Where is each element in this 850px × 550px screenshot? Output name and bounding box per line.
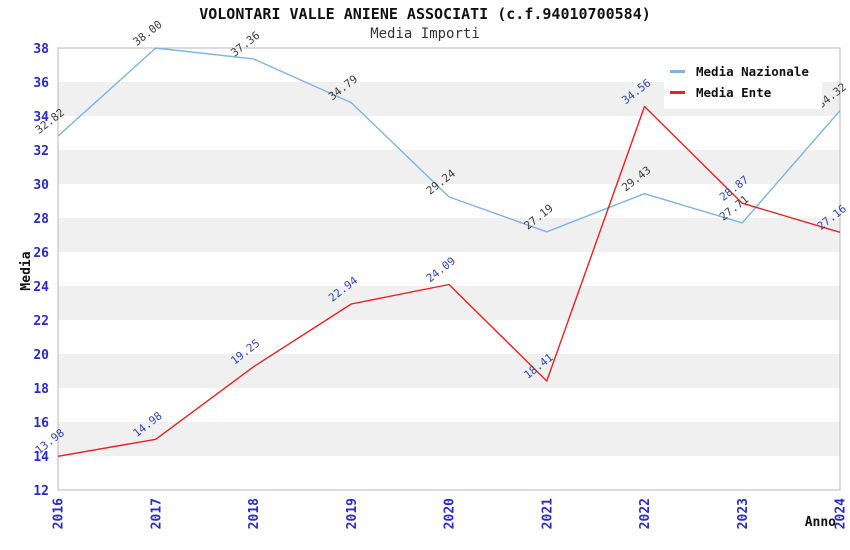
point-label: 37.36	[228, 29, 262, 60]
y-tick-label: 34	[33, 110, 49, 125]
legend-label: Media Ente	[696, 85, 772, 100]
x-axis-title: Anno	[805, 515, 836, 530]
chart-subtitle: Media Importi	[370, 26, 480, 42]
grid-band	[58, 422, 840, 456]
chart-title: VOLONTARI VALLE ANIENE ASSOCIATI (c.f.94…	[199, 5, 651, 23]
grid-band	[58, 218, 840, 252]
series-line-media-nazionale	[57, 47, 841, 233]
grid-band	[58, 286, 840, 320]
point-label: 38.00	[131, 18, 165, 49]
y-tick-label: 16	[33, 416, 49, 431]
y-tick-label: 36	[33, 76, 49, 91]
series-line-media-ente	[57, 105, 841, 457]
y-tick-label: 12	[33, 484, 49, 499]
y-tick-label: 30	[33, 178, 49, 193]
y-tick-label: 26	[33, 246, 49, 261]
x-tick-label: 2023	[736, 498, 751, 529]
grid-band	[58, 150, 840, 184]
x-tick-label: 2024	[834, 498, 849, 529]
x-tick-label: 2017	[149, 498, 164, 529]
grid-band	[58, 354, 840, 388]
y-tick-label: 14	[33, 450, 49, 465]
point-label: 24.09	[424, 254, 458, 285]
x-tick-label: 2019	[345, 498, 360, 529]
y-tick-label: 32	[33, 144, 49, 159]
x-tick-label: 2020	[443, 498, 458, 529]
legend-swatch-red-line-icon	[670, 91, 685, 94]
x-tick-label: 2021	[540, 498, 555, 529]
x-tick-label: 2022	[638, 498, 653, 529]
y-axis-title: Media	[19, 251, 34, 290]
legend-item-media-ente: Media Ente	[670, 82, 820, 103]
y-tick-label: 22	[33, 314, 49, 329]
y-tick-label: 38	[33, 42, 49, 57]
x-tick-label: 2018	[247, 498, 262, 529]
plot-border	[57, 47, 841, 491]
legend-item-media-nazionale: Media Nazionale	[670, 61, 820, 82]
x-tick-label: 2016	[52, 498, 67, 529]
legend: Media Nazionale Media Ente	[664, 57, 822, 109]
legend-label: Media Nazionale	[696, 64, 809, 79]
y-tick-label: 24	[33, 280, 49, 295]
y-tick-label: 18	[33, 382, 49, 397]
legend-swatch-blue-line-icon	[670, 70, 685, 73]
y-tick-label: 28	[33, 212, 49, 227]
y-tick-label: 20	[33, 348, 49, 363]
